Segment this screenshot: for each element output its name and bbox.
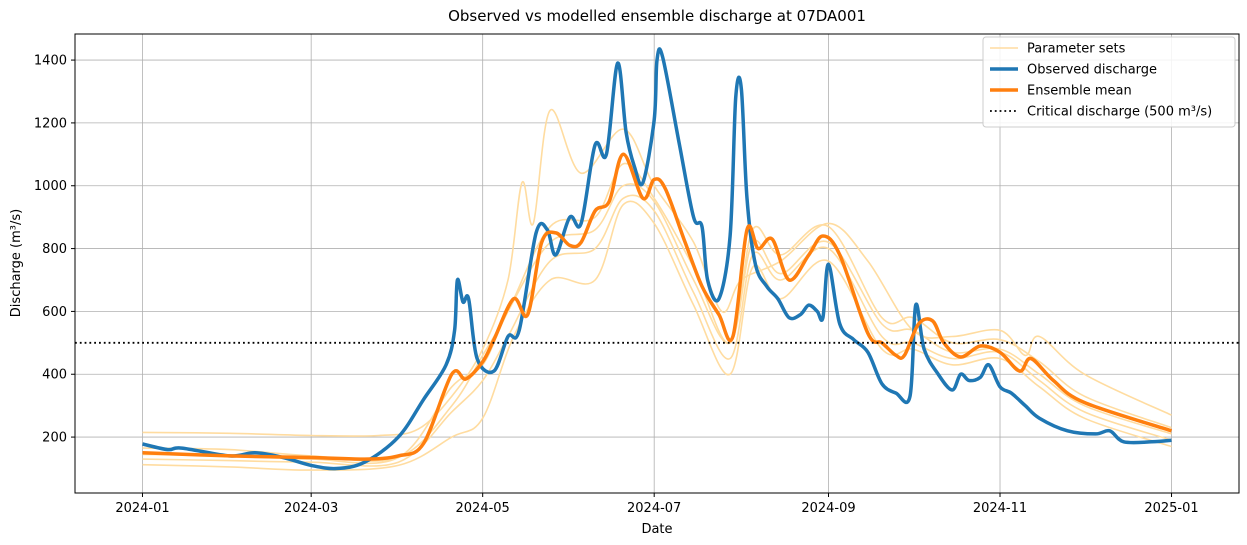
parameter-set-line: [142, 200, 1172, 471]
ensemble-mean-line: [142, 152, 1173, 461]
y-axis-label: Discharge (m³/s): [9, 209, 24, 317]
x-tick-label: 2024-11: [973, 501, 1027, 516]
legend-label: Parameter sets: [1027, 42, 1126, 57]
x-axis-label: Date: [641, 522, 672, 537]
legend-label: Critical discharge (500 m³/s): [1027, 105, 1212, 120]
x-tick-label: 2024-01: [115, 501, 169, 516]
observed-discharge-line: [142, 47, 1172, 471]
y-tick-label: 200: [42, 431, 67, 446]
x-tick-label: 2024-09: [801, 501, 855, 516]
y-tick-label: 400: [42, 368, 67, 383]
axes-frame: [74, 33, 1240, 494]
x-tick-label: 2024-03: [284, 501, 338, 516]
legend: Parameter sets Observed discharge Ensemble…: [982, 36, 1236, 128]
y-tick-label: 800: [42, 242, 67, 257]
x-tick-label: 2024-07: [627, 501, 681, 516]
legend-box: [982, 36, 1236, 128]
legend-label: Observed discharge: [1027, 63, 1157, 78]
y-axis-ticks: 200 400 600 800 1000 1200 1400: [34, 54, 75, 446]
y-tick-label: 1200: [34, 116, 67, 131]
legend-label: Ensemble mean: [1027, 84, 1132, 99]
plot-lines: [75, 47, 1239, 471]
y-tick-label: 1000: [34, 179, 67, 194]
chart-title: Observed vs modelled ensemble discharge …: [448, 7, 866, 25]
y-tick-label: 600: [42, 305, 67, 320]
parameter-set-line: [142, 109, 1172, 437]
x-tick-label: 2024-05: [456, 501, 510, 516]
x-tick-label: 2025-01: [1144, 501, 1198, 516]
y-tick-label: 1400: [34, 54, 67, 69]
x-axis-ticks: 2024-01 2024-03 2024-05 2024-07 2024-09 2024-…: [115, 493, 1199, 516]
